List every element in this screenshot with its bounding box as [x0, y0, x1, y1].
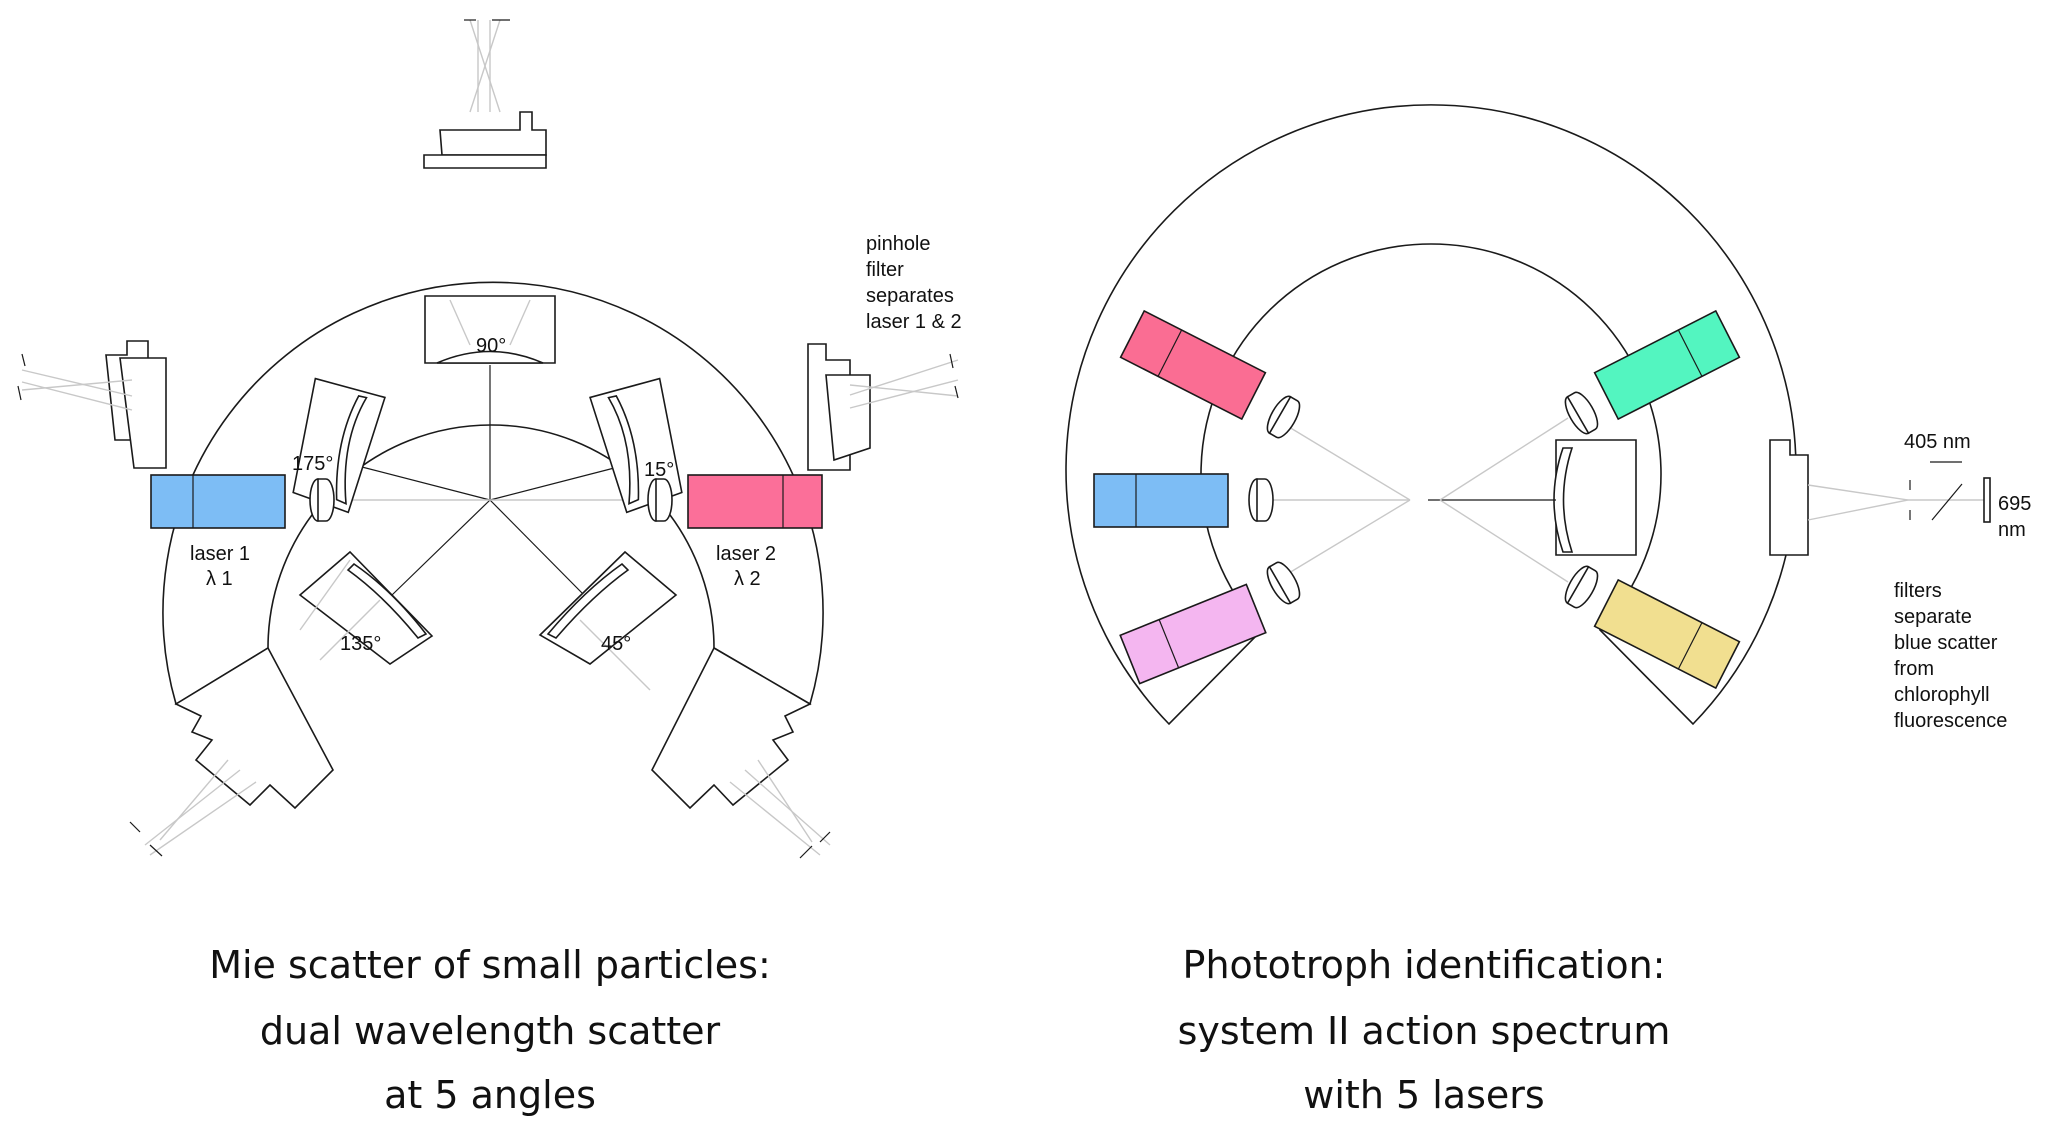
filters-note-line-1: filters	[1894, 580, 1942, 602]
filters-note-line-2: separate	[1894, 606, 1972, 628]
lens-yellow	[1561, 563, 1603, 611]
wavelength-695-value: 695	[1998, 493, 2031, 515]
laser-violet	[1120, 584, 1266, 683]
right-caption: Phototroph identification: system II act…	[1178, 943, 1671, 1117]
laser-1-name: laser 1	[190, 543, 250, 565]
filters-note-line-6: fluorescence	[1894, 710, 2007, 732]
right-output-housing	[1770, 440, 1990, 555]
detector-90: 90°	[425, 296, 555, 363]
lens-175	[310, 479, 334, 521]
pinhole-note-line-1: pinhole	[866, 233, 931, 255]
lower-left-housing	[130, 648, 333, 856]
laser-yellow	[1595, 580, 1740, 688]
pinhole-note-line-2: filter	[866, 259, 904, 281]
lens-pink	[1263, 393, 1305, 441]
angle-label-135: 135°	[340, 633, 381, 655]
pinhole-note: pinhole filter separates laser 1 & 2	[866, 233, 962, 333]
center-detector	[1428, 440, 1636, 555]
mie-scatter-instrument: 90° 175° 15° 135°	[18, 20, 962, 1117]
pinhole-note-line-3: separates	[866, 285, 954, 307]
laser-2-name: laser 2	[716, 543, 776, 565]
filters-note-line-4: from	[1894, 658, 1934, 680]
detector-45	[540, 552, 676, 690]
left-caption: Mie scatter of small particles: dual wav…	[209, 943, 771, 1117]
detector-175	[290, 379, 386, 515]
laser-2-body	[688, 475, 822, 528]
lens-blue	[1249, 479, 1273, 521]
laser-blue	[1094, 474, 1228, 527]
dichroic-mirror	[1932, 484, 1962, 520]
lens-green	[1561, 389, 1603, 437]
filters-note-line-3: blue scatter	[1894, 632, 1998, 654]
lens-violet	[1263, 559, 1305, 607]
left-caption-line-2: dual wavelength scatter	[260, 1009, 721, 1053]
pinhole-note-line-4: laser 1 & 2	[866, 311, 962, 333]
top-detector-housing	[424, 20, 546, 168]
phototroph-instrument: 405 nm 695 nm filters separate blue scat…	[1066, 105, 2031, 1117]
laser-1-body	[151, 475, 285, 528]
laser-green	[1595, 311, 1740, 419]
laser-1-wavelength: λ 1	[206, 568, 233, 590]
right-caption-line-1: Phototroph identification:	[1183, 943, 1666, 987]
right-caption-line-2: system II action spectrum	[1178, 1009, 1671, 1053]
laser-2: laser 2 λ 2	[688, 475, 822, 590]
left-caption-line-1: Mie scatter of small particles:	[209, 943, 771, 987]
laser-pink	[1121, 311, 1266, 419]
angle-label-90: 90°	[476, 335, 506, 357]
angle-label-15: 15°	[644, 459, 674, 481]
filters-note-line-5: chlorophyll	[1894, 684, 1990, 706]
right-side-housing	[808, 344, 958, 470]
laser-2-wavelength: λ 2	[734, 568, 761, 590]
angle-label-175: 175°	[292, 453, 333, 475]
lens-15	[648, 479, 672, 521]
right-caption-line-3: with 5 lasers	[1303, 1073, 1544, 1117]
wavelength-695-unit: nm	[1998, 519, 2026, 541]
lower-right-housing	[652, 648, 830, 858]
left-caption-line-3: at 5 angles	[384, 1073, 596, 1117]
wavelength-405: 405 nm	[1904, 431, 1971, 453]
left-side-housing	[18, 341, 166, 468]
filters-note: filters separate blue scatter from chlor…	[1894, 580, 2007, 732]
angle-label-45: 45°	[601, 633, 631, 655]
laser-1: laser 1 λ 1	[151, 475, 285, 590]
